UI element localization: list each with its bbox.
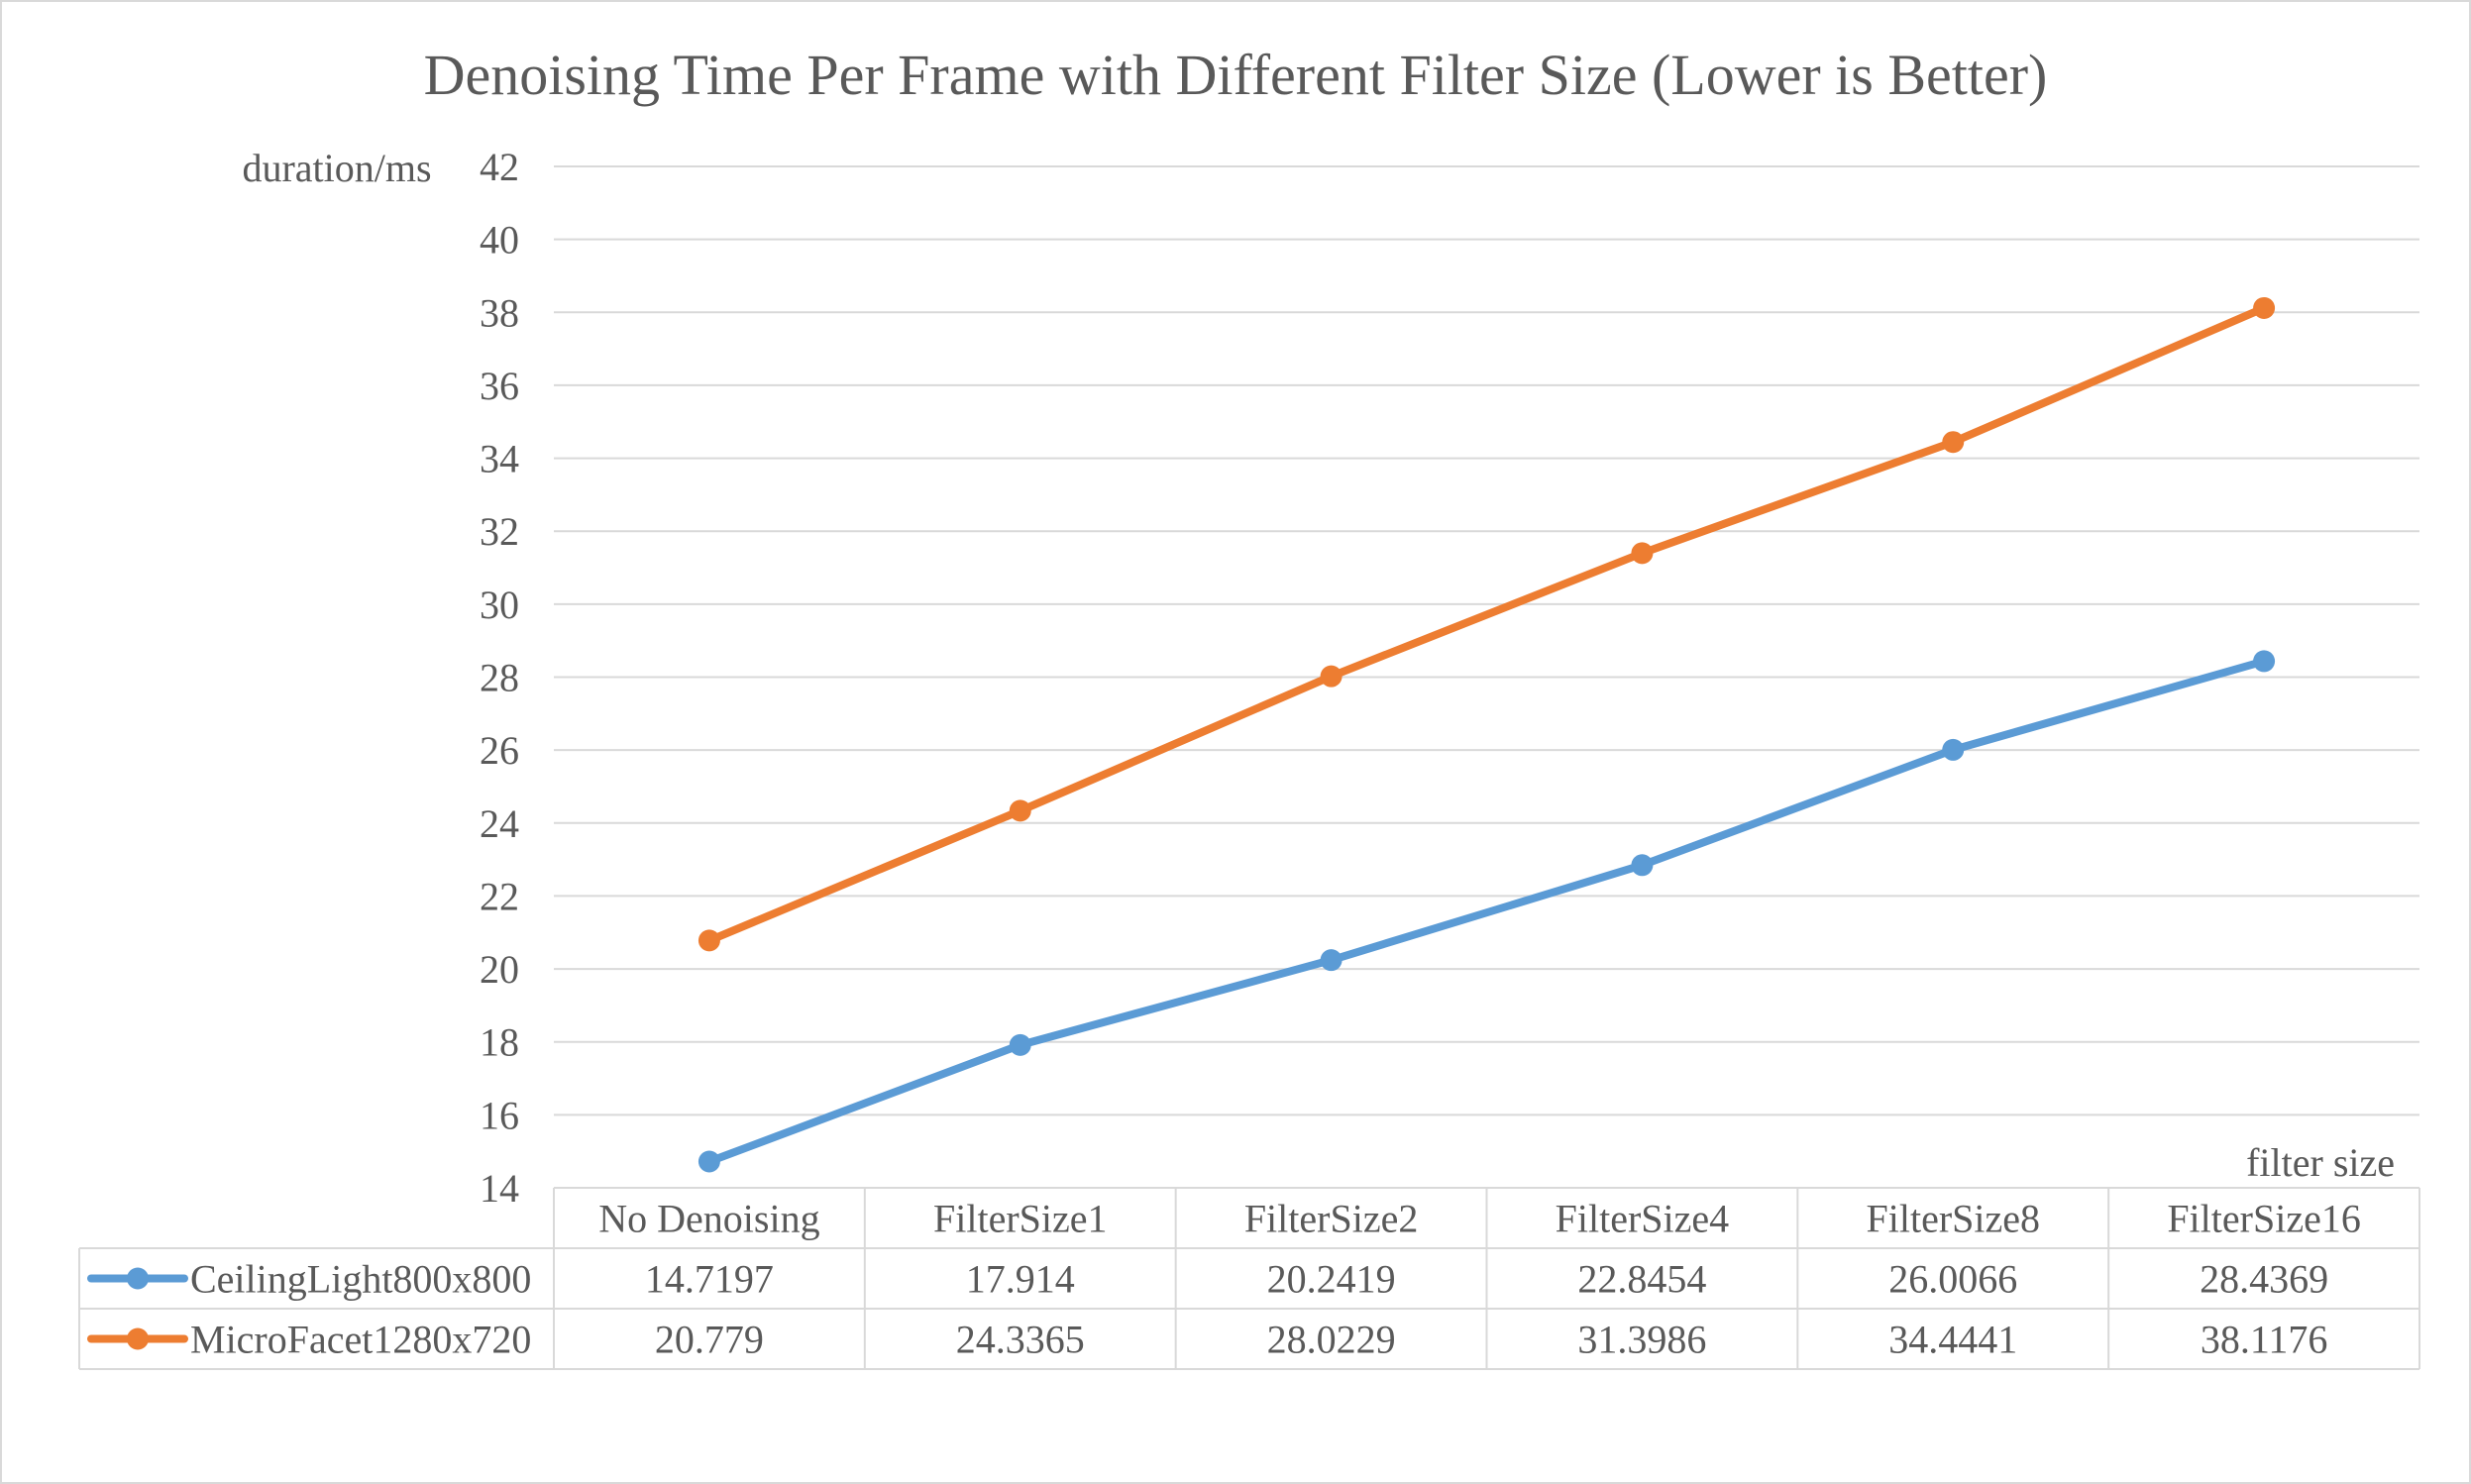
series-line-2 bbox=[704, 303, 2269, 945]
category-label: FilterSize4 bbox=[1556, 1197, 1730, 1241]
y-tick-label: 32 bbox=[480, 509, 519, 554]
data-point bbox=[1009, 799, 1031, 822]
chart-title: Denoising Time Per Frame with Different … bbox=[424, 43, 2048, 107]
y-tick-label: 22 bbox=[480, 874, 519, 918]
y-tick-label: 20 bbox=[480, 947, 519, 992]
y-tick-label: 18 bbox=[480, 1020, 519, 1065]
y-tick-label: 30 bbox=[480, 583, 519, 627]
y-axis-label: duration/ms bbox=[242, 146, 431, 190]
data-value-label: 38.1176 bbox=[2201, 1318, 2328, 1362]
y-tick-label: 14 bbox=[480, 1166, 519, 1211]
data-point bbox=[2253, 296, 2276, 319]
series-line-1 bbox=[704, 657, 2269, 1166]
category-label: No Denoising bbox=[598, 1197, 819, 1241]
series-lines bbox=[698, 296, 2276, 1173]
data-point bbox=[2253, 650, 2276, 673]
y-tick-label: 36 bbox=[480, 364, 519, 408]
category-label: FilterSize2 bbox=[1244, 1197, 1419, 1241]
y-tick-label: 26 bbox=[480, 728, 519, 773]
legend-series-name: MicroFacet1280x720 bbox=[190, 1318, 531, 1362]
data-value-label: 26.0066 bbox=[1888, 1257, 2017, 1302]
category-label: FilterSize1 bbox=[933, 1197, 1108, 1241]
data-table: No Denoising FilterSize1 FilterSize2 Filter… bbox=[78, 1187, 2420, 1370]
data-point bbox=[698, 929, 720, 952]
data-value-label: 34.4441 bbox=[1888, 1318, 2017, 1362]
data-point bbox=[1631, 854, 1654, 877]
data-value-label: 31.3986 bbox=[1577, 1318, 1706, 1362]
data-point bbox=[1009, 1033, 1031, 1056]
category-label: FilterSize8 bbox=[1866, 1197, 2040, 1241]
legend-swatch-marker bbox=[127, 1327, 149, 1350]
data-point bbox=[1942, 431, 1965, 454]
y-tick-label: 16 bbox=[480, 1093, 519, 1137]
y-axis-ticks: 14 16 18 20 22 24 26 28 30 32 34 36 38 40 42 bbox=[480, 145, 519, 1211]
data-point bbox=[1942, 738, 1965, 761]
data-value-label: 20.2419 bbox=[1267, 1257, 1396, 1302]
data-value-label: 17.914 bbox=[966, 1257, 1075, 1302]
data-value-label: 22.8454 bbox=[1577, 1257, 1706, 1302]
y-tick-label: 28 bbox=[480, 656, 519, 700]
data-value-label: 28.0229 bbox=[1267, 1318, 1396, 1362]
y-tick-label: 24 bbox=[480, 801, 519, 846]
category-label: FilterSize16 bbox=[2167, 1197, 2361, 1241]
data-value-label: 14.7197 bbox=[645, 1257, 774, 1302]
data-point bbox=[1631, 542, 1654, 565]
data-value-label: 28.4369 bbox=[2200, 1257, 2328, 1302]
gridlines bbox=[554, 165, 2419, 1116]
y-tick-label: 38 bbox=[480, 290, 519, 335]
x-axis-label: filter size bbox=[2246, 1140, 2395, 1185]
y-tick-label: 34 bbox=[480, 437, 519, 481]
legend-swatch-marker bbox=[127, 1267, 149, 1290]
data-point bbox=[1320, 949, 1343, 972]
data-value-label: 24.3365 bbox=[956, 1318, 1085, 1362]
data-point bbox=[1320, 665, 1343, 688]
data-point bbox=[698, 1150, 720, 1173]
legend-series-name: CeilingLight800x800 bbox=[190, 1257, 531, 1302]
y-tick-label: 40 bbox=[480, 218, 519, 263]
data-value-label: 20.779 bbox=[655, 1318, 764, 1362]
y-tick-label: 42 bbox=[480, 145, 519, 189]
